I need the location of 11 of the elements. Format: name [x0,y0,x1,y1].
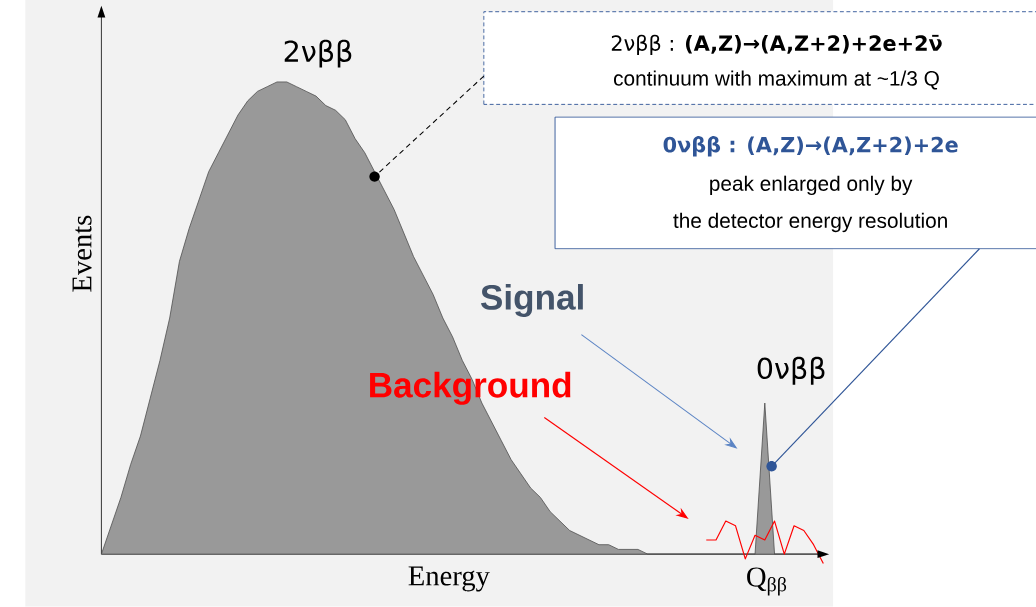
text: 2νββ [284,39,352,68]
annotation: Signal [480,284,583,318]
annotation: 0νββ [757,356,825,385]
y-axis-title: Events [72,215,92,292]
x-axis-title: Energy [408,566,490,592]
text: 2νββ : (A,Z)→(A,Z+2)+2e+2ν̄ [611,34,942,56]
annotation: continuum with maximum at ~1/3 Q [614,70,939,90]
annotation: 0νββ : (A,Z)→(A,Z+2)+2e [663,136,958,157]
annotation: peak enlarged only by [710,175,913,196]
text: Q$_{ββ}$ [747,567,787,596]
annotation: the detector energy resolution [673,212,947,233]
